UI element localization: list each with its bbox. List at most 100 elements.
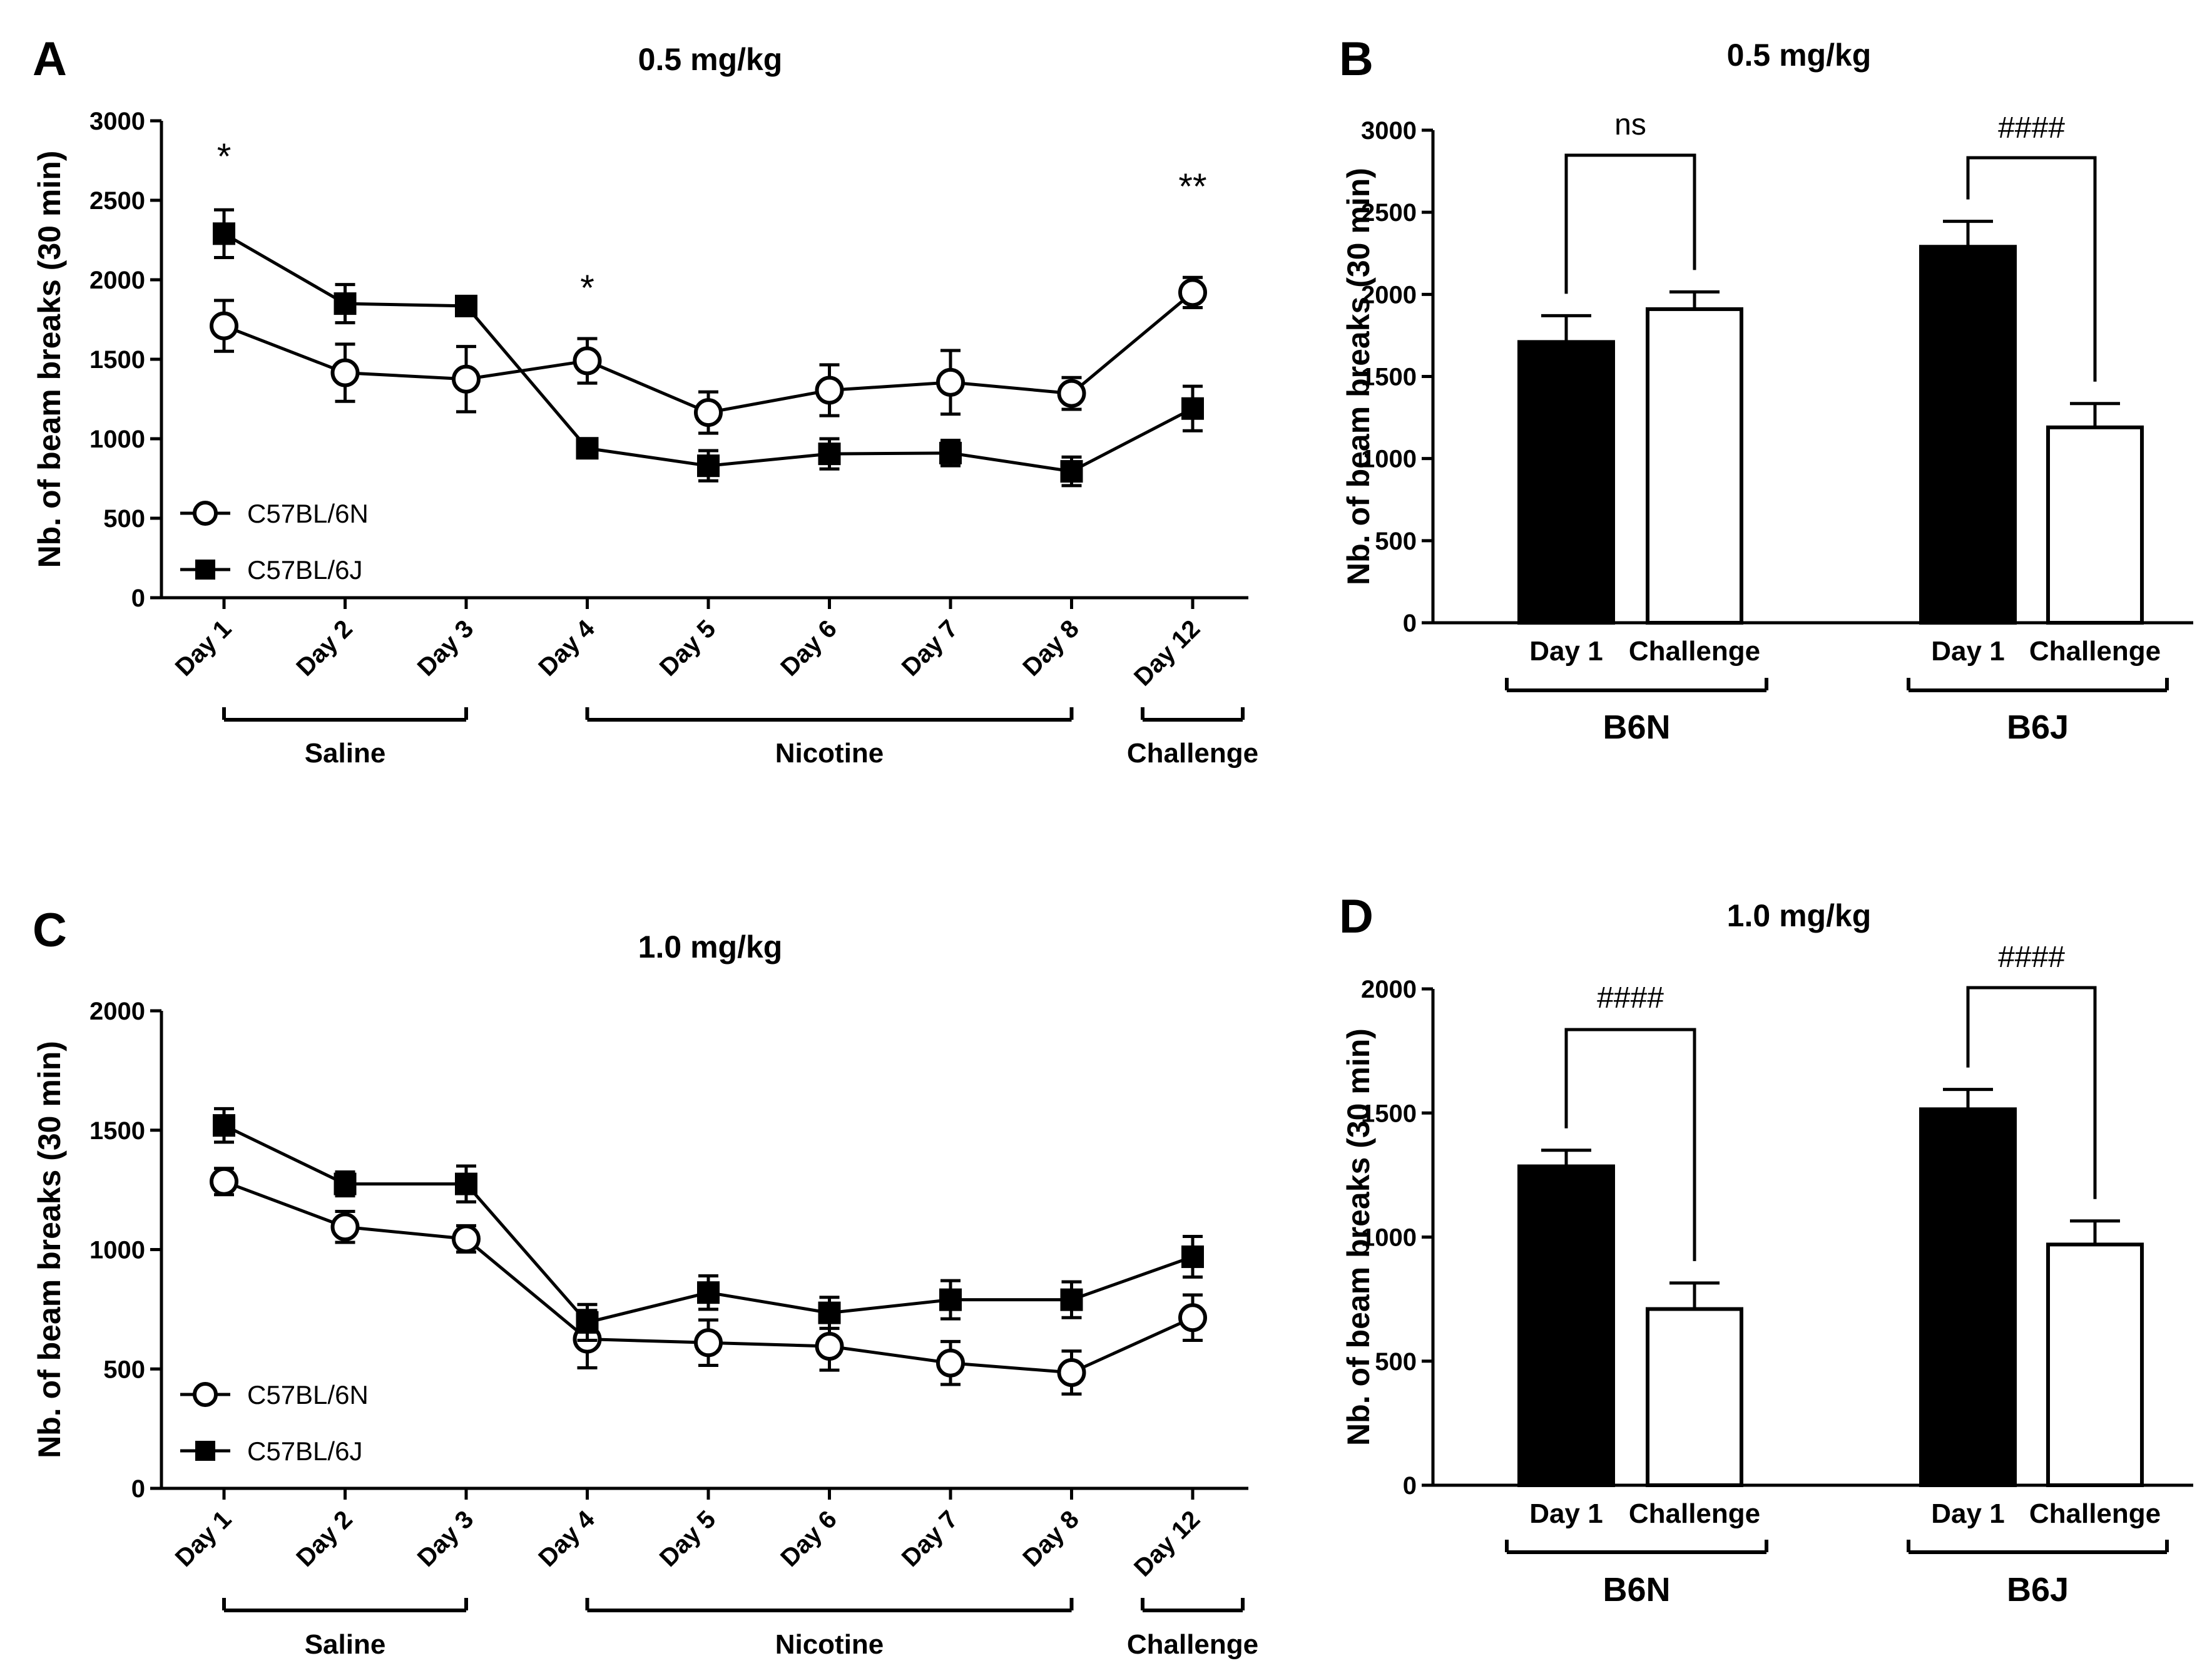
- y-axis-label: Nb. of beam breaks (30 min): [32, 151, 67, 568]
- legend-marker: [193, 1382, 218, 1407]
- x-tick-label: Day 1: [170, 615, 237, 682]
- x-tick-label: Day 6: [775, 1505, 842, 1572]
- y-tick-label: 1000: [1361, 446, 1417, 473]
- y-tick-label: 500: [103, 505, 145, 533]
- data-point: [697, 1281, 720, 1304]
- group-label: B6J: [2007, 709, 2069, 746]
- data-point: [455, 1172, 477, 1195]
- y-tick-label: 2500: [1361, 199, 1417, 227]
- x-tick-label: Day 7: [897, 1505, 964, 1572]
- data-point: [1057, 1358, 1086, 1387]
- y-tick-label: 1500: [1361, 364, 1417, 391]
- bar: [1517, 340, 1615, 625]
- data-point: [694, 398, 723, 427]
- data-point: [697, 454, 720, 478]
- y-tick-label: 1000: [89, 1237, 145, 1264]
- significance-bracket: [1966, 986, 2097, 1199]
- phase-label: Challenge: [1127, 738, 1258, 769]
- series-b6j: [213, 208, 1204, 488]
- bar-label: Day 1: [1931, 636, 2004, 667]
- bar-label: Challenge: [2029, 1498, 2161, 1529]
- group-label: B6N: [1603, 1571, 1670, 1609]
- legend-label: C57BL/6N: [247, 1380, 369, 1410]
- data-point: [330, 1212, 360, 1242]
- significance-bracket: [1564, 1028, 1696, 1261]
- chart-title: 1.0 mg/kg: [1727, 898, 1872, 933]
- bar-label: Challenge: [1629, 636, 1760, 667]
- legend-label: C57BL/6J: [247, 1436, 362, 1466]
- y-tick-label: 3000: [89, 108, 145, 135]
- panel-letter: A: [33, 33, 67, 86]
- group-label: B6J: [2007, 1571, 2069, 1609]
- bar: [2046, 425, 2144, 625]
- data-point: [936, 1348, 965, 1378]
- data-point: [815, 376, 844, 405]
- significance-bracket: [1966, 156, 2097, 382]
- series-b6n: [210, 275, 1207, 435]
- y-tick-label: 1500: [1361, 1100, 1417, 1127]
- significance-label: ns: [1614, 108, 1646, 141]
- x-tick-label: Day 3: [412, 1505, 479, 1572]
- x-tick-label: Day 3: [412, 615, 479, 682]
- data-point: [1060, 1288, 1083, 1311]
- data-point: [213, 222, 235, 245]
- data-point: [452, 1224, 481, 1254]
- significance-label: ####: [1597, 981, 1664, 1015]
- y-tick-label: 500: [103, 1356, 145, 1383]
- data-point: [818, 1301, 841, 1324]
- data-point: [939, 1288, 962, 1311]
- significance-label: ####: [1998, 111, 2065, 145]
- data-point: [939, 441, 962, 464]
- legend-label: C57BL/6N: [247, 499, 369, 528]
- y-tick-label: 2000: [89, 267, 145, 294]
- bar: [1646, 1307, 1743, 1488]
- y-axis-label: Nb. of beam breaks (30 min): [1341, 168, 1376, 585]
- data-point: [1181, 397, 1204, 420]
- phase-label: Nicotine: [775, 738, 884, 769]
- x-tick-label: Day 7: [897, 615, 964, 682]
- legend-marker: [195, 560, 215, 580]
- data-point: [576, 437, 599, 460]
- panel-B: B 0.5 mg/kg Nb. of beam breaks (30 min) 0 50…: [1339, 33, 2193, 746]
- bar: [2046, 1242, 2144, 1488]
- bar: [1919, 1107, 2017, 1487]
- data-point: [1060, 460, 1083, 483]
- x-tick-label: Day 12: [1129, 1505, 1205, 1582]
- panel-C: C 1.0 mg/kg Nb. of beam breaks (30 min) 0 50…: [32, 904, 1258, 1660]
- data-point: [213, 1114, 235, 1137]
- data-point: [334, 1172, 357, 1195]
- x-tick-label: Day 12: [1129, 615, 1205, 691]
- phase-label: Challenge: [1127, 1629, 1258, 1660]
- y-tick-label: 500: [1375, 528, 1417, 555]
- y-tick-label: 0: [131, 1475, 145, 1503]
- chart-title: 0.5 mg/kg: [638, 42, 783, 77]
- series-b6j: [213, 1107, 1204, 1342]
- data-point: [455, 294, 477, 317]
- phase-label: Saline: [305, 1629, 386, 1660]
- data-point: [452, 364, 481, 394]
- bar-label: Day 1: [1529, 1498, 1603, 1529]
- significance-marker: *: [580, 268, 594, 309]
- panel-D: D 1.0 mg/kg Nb. of beam breaks (30 min) 0 50…: [1339, 890, 2193, 1609]
- x-tick-label: Day 8: [1017, 1505, 1084, 1572]
- bar: [1517, 1164, 1615, 1488]
- y-tick-label: 0: [1403, 610, 1417, 637]
- data-point: [815, 1332, 844, 1361]
- series-line: [223, 232, 1194, 473]
- panel-letter: C: [33, 904, 67, 957]
- x-tick-label: Day 2: [291, 1505, 358, 1572]
- significance-marker: *: [217, 136, 232, 177]
- y-tick-label: 2000: [1361, 281, 1417, 309]
- x-tick-label: Day 4: [533, 615, 600, 682]
- bar: [1919, 245, 2017, 625]
- panel-letter: B: [1339, 33, 1374, 86]
- data-point: [334, 292, 357, 315]
- data-point: [210, 1167, 238, 1196]
- y-tick-label: 3000: [1361, 117, 1417, 145]
- chart-title: 0.5 mg/kg: [1727, 38, 1872, 73]
- y-tick-label: 1000: [1361, 1224, 1417, 1252]
- y-tick-label: 0: [131, 585, 145, 612]
- data-point: [818, 443, 841, 466]
- data-point: [936, 367, 965, 397]
- y-axis-label: Nb. of beam breaks (30 min): [1341, 1028, 1376, 1446]
